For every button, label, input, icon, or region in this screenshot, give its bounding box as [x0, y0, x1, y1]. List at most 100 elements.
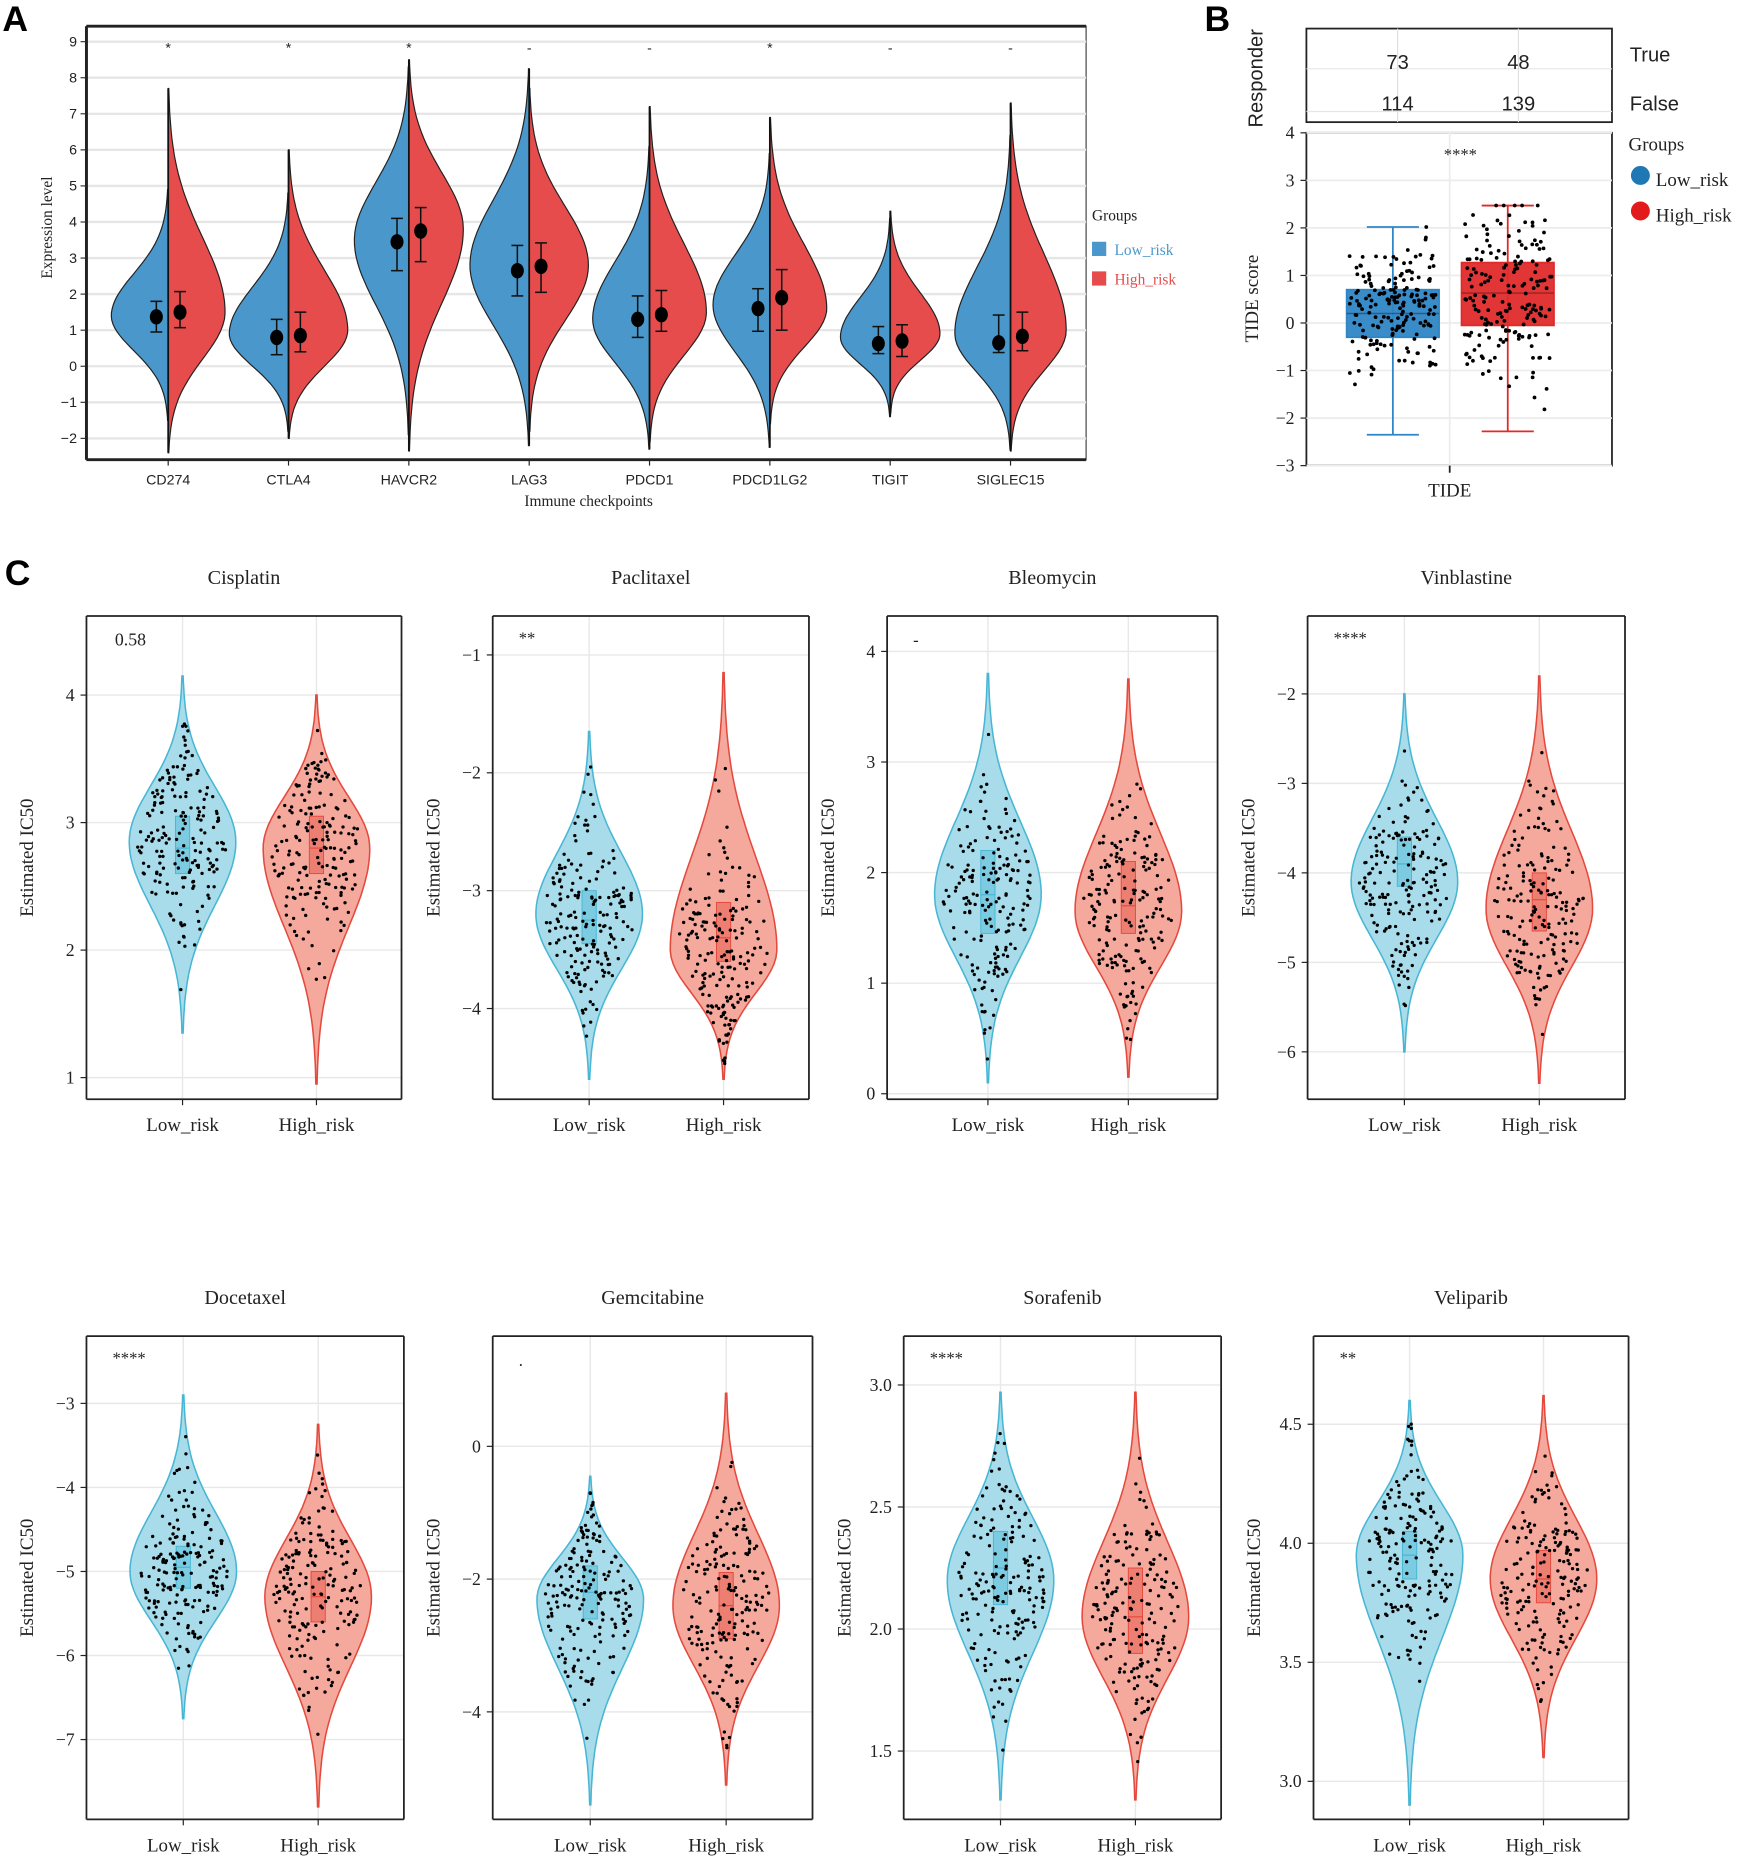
data-point	[1089, 893, 1093, 897]
data-point	[990, 1618, 994, 1622]
data-point	[1353, 382, 1357, 387]
data-point	[982, 1516, 986, 1520]
data-point	[557, 863, 562, 867]
data-point	[318, 819, 322, 824]
data-point	[1144, 1640, 1148, 1645]
data-point	[1525, 1641, 1529, 1645]
data-point	[199, 818, 203, 822]
data-point	[1512, 203, 1517, 208]
data-point	[161, 866, 166, 870]
data-point	[1419, 1629, 1423, 1634]
data-point	[1370, 867, 1375, 871]
data-point	[1519, 259, 1524, 264]
data-point	[1403, 1003, 1408, 1008]
data-point	[720, 1697, 724, 1701]
data-point	[1521, 1588, 1525, 1592]
data-point	[1176, 1604, 1180, 1609]
data-point	[1427, 344, 1432, 349]
data-point	[1480, 271, 1484, 276]
data-point	[215, 819, 220, 824]
data-point	[563, 1593, 567, 1597]
data-point	[1386, 892, 1390, 897]
data-point	[1124, 1546, 1129, 1550]
data-point	[548, 921, 552, 925]
data-point	[1410, 1633, 1414, 1638]
data-point	[544, 921, 549, 925]
data-point	[304, 913, 308, 918]
data-point	[1520, 305, 1525, 310]
data-point	[1529, 344, 1534, 349]
data-point	[1356, 368, 1361, 373]
data-point	[985, 1057, 990, 1061]
data-point	[765, 1608, 769, 1612]
data-point	[1423, 319, 1428, 324]
data-point	[1164, 1570, 1169, 1574]
p-value-label: ****	[930, 1348, 963, 1367]
legend-title: Groups	[1092, 207, 1137, 224]
data-point	[548, 941, 552, 946]
data-point	[996, 1594, 1000, 1599]
data-point	[1484, 322, 1489, 327]
data-point	[274, 1584, 279, 1588]
data-point	[975, 893, 979, 897]
data-point	[1462, 332, 1467, 337]
data-point	[698, 1601, 702, 1605]
data-point	[984, 1580, 988, 1584]
data-point	[171, 891, 175, 895]
data-point	[1498, 337, 1503, 342]
data-point	[1011, 922, 1015, 926]
data-point	[284, 904, 288, 908]
data-point	[710, 936, 715, 940]
data-point	[1551, 802, 1555, 806]
data-point	[336, 1670, 340, 1675]
data-point	[1150, 860, 1154, 865]
data-point	[1386, 1544, 1391, 1549]
data-point	[565, 926, 569, 930]
data-point	[1031, 1610, 1036, 1614]
data-point	[1526, 1624, 1531, 1628]
data-point	[154, 1605, 158, 1609]
data-point	[710, 1633, 714, 1638]
data-point	[197, 1553, 202, 1558]
data-point	[972, 1534, 976, 1538]
data-point	[1021, 1626, 1025, 1630]
data-point	[1397, 1572, 1401, 1576]
data-point	[595, 948, 600, 952]
data-point	[319, 848, 323, 853]
data-point	[348, 1589, 353, 1593]
data-point	[1151, 1697, 1155, 1701]
data-point	[1540, 1032, 1545, 1037]
data-point	[1532, 905, 1536, 909]
data-point	[742, 1579, 746, 1583]
data-point	[621, 1617, 626, 1621]
data-point	[1528, 1530, 1533, 1534]
data-point	[1101, 957, 1105, 961]
data-point	[1389, 342, 1394, 347]
data-point	[1502, 929, 1506, 934]
data-point	[352, 826, 356, 830]
data-point	[332, 777, 336, 781]
data-point	[722, 1635, 726, 1640]
data-point	[725, 1746, 729, 1750]
data-point	[1145, 1675, 1149, 1679]
data-point	[1132, 1676, 1137, 1680]
data-point	[272, 862, 276, 866]
data-point	[1159, 1647, 1163, 1651]
data-point	[587, 879, 592, 883]
data-point	[1387, 834, 1391, 838]
x-tick-label: PDCD1	[625, 473, 673, 489]
y-tick-label: 4.5	[1279, 1414, 1301, 1434]
data-point	[325, 863, 329, 868]
data-point	[1549, 932, 1553, 937]
data-point	[1368, 835, 1373, 839]
data-point	[997, 1467, 1001, 1471]
data-point	[1403, 1503, 1408, 1507]
data-point	[1104, 941, 1109, 945]
data-point	[321, 838, 325, 842]
data-point	[1431, 312, 1436, 317]
data-point	[1563, 1506, 1567, 1511]
data-point	[1146, 1660, 1150, 1664]
data-point	[309, 812, 314, 816]
data-point	[1139, 919, 1144, 923]
data-point	[1133, 1717, 1137, 1721]
